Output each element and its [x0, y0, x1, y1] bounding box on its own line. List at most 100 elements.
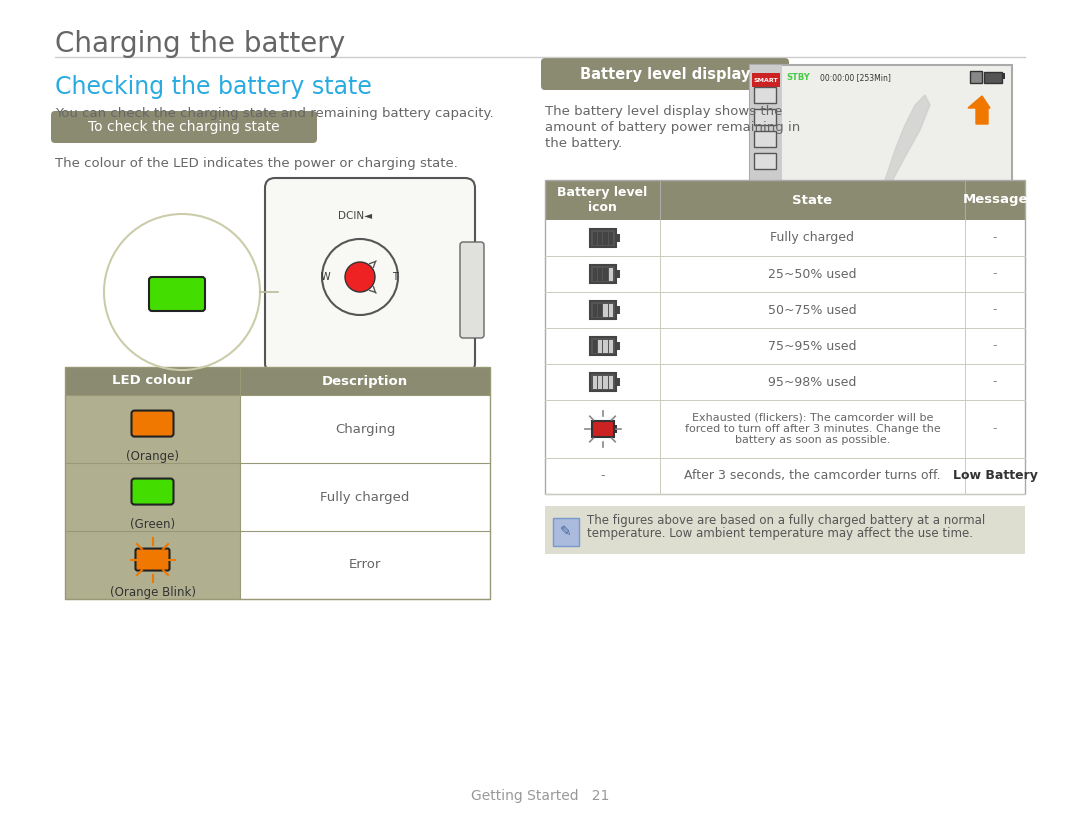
- Text: 25~50% used: 25~50% used: [768, 267, 856, 280]
- Text: Fully charged: Fully charged: [321, 491, 409, 503]
- Text: Description: Description: [322, 375, 408, 388]
- Bar: [604, 375, 608, 389]
- Text: amount of battery power remaining in: amount of battery power remaining in: [545, 121, 800, 134]
- Text: W: W: [320, 272, 329, 282]
- FancyBboxPatch shape: [51, 111, 318, 143]
- FancyBboxPatch shape: [541, 58, 789, 90]
- Bar: [545, 180, 1025, 494]
- Bar: [593, 375, 597, 389]
- Bar: [593, 340, 597, 352]
- Text: Fully charged: Fully charged: [770, 232, 854, 244]
- Text: The battery level display shows the: The battery level display shows the: [545, 105, 782, 118]
- Bar: [598, 340, 603, 352]
- Text: You can check the charging state and remaining battery capacity.: You can check the charging state and rem…: [55, 107, 494, 120]
- Text: STBY: STBY: [786, 73, 810, 82]
- Text: -: -: [993, 375, 997, 389]
- Bar: [609, 267, 613, 280]
- Text: Error: Error: [349, 559, 381, 572]
- Text: Charging: Charging: [335, 422, 395, 436]
- Text: LED colour: LED colour: [112, 375, 192, 388]
- FancyBboxPatch shape: [460, 242, 484, 338]
- Bar: [609, 375, 613, 389]
- Bar: [604, 340, 608, 352]
- Text: battery as soon as possible.: battery as soon as possible.: [734, 435, 890, 445]
- FancyBboxPatch shape: [132, 411, 174, 436]
- Text: T: T: [392, 272, 397, 282]
- Bar: [754, 109, 777, 125]
- Bar: [65, 367, 490, 395]
- Text: The figures above are based on a fully charged battery at a normal: The figures above are based on a fully c…: [588, 514, 985, 527]
- Bar: [754, 131, 777, 147]
- Circle shape: [345, 262, 375, 292]
- Bar: [752, 73, 780, 87]
- Bar: [1002, 73, 1005, 79]
- Bar: [604, 267, 608, 280]
- Bar: [750, 65, 782, 195]
- Text: State: State: [793, 194, 833, 206]
- Bar: [613, 425, 617, 433]
- Polygon shape: [968, 96, 990, 124]
- Bar: [754, 153, 777, 169]
- Bar: [616, 270, 620, 278]
- Text: -: -: [993, 304, 997, 317]
- Bar: [545, 506, 1025, 554]
- Bar: [65, 367, 490, 599]
- Text: -: -: [993, 232, 997, 244]
- Bar: [616, 234, 620, 242]
- Bar: [598, 232, 603, 244]
- Bar: [598, 375, 603, 389]
- Bar: [593, 304, 597, 317]
- Text: temperature. Low ambient temperature may affect the use time.: temperature. Low ambient temperature may…: [588, 527, 973, 540]
- Bar: [609, 232, 613, 244]
- Bar: [598, 267, 603, 280]
- Text: (Orange): (Orange): [126, 450, 179, 463]
- Bar: [65, 463, 240, 531]
- FancyBboxPatch shape: [149, 277, 205, 311]
- Text: Getting Started   21: Getting Started 21: [471, 789, 609, 803]
- Text: 75~95% used: 75~95% used: [768, 340, 856, 352]
- Text: forced to turn off after 3 minutes. Change the: forced to turn off after 3 minutes. Chan…: [685, 424, 941, 434]
- Text: -: -: [993, 422, 997, 436]
- Bar: [590, 229, 616, 247]
- Bar: [616, 378, 620, 386]
- Text: (Orange Blink): (Orange Blink): [109, 586, 195, 599]
- Bar: [65, 531, 240, 599]
- Text: Battery level display: Battery level display: [580, 67, 751, 82]
- Bar: [754, 87, 777, 103]
- Bar: [553, 518, 579, 546]
- Bar: [609, 340, 613, 352]
- Bar: [590, 337, 616, 355]
- Bar: [604, 304, 608, 317]
- Text: -: -: [600, 469, 605, 483]
- Bar: [616, 306, 620, 314]
- Bar: [970, 71, 982, 83]
- Text: -: -: [993, 340, 997, 352]
- Text: the battery.: the battery.: [545, 137, 622, 150]
- Bar: [592, 421, 613, 437]
- Text: To check the charging state: To check the charging state: [89, 120, 280, 134]
- Bar: [750, 65, 1012, 195]
- Text: After 3 seconds, the camcorder turns off.: After 3 seconds, the camcorder turns off…: [685, 469, 941, 483]
- Text: (Green): (Green): [130, 518, 175, 531]
- Bar: [598, 304, 603, 317]
- Bar: [609, 304, 613, 317]
- Text: DCIN◄: DCIN◄: [338, 211, 373, 221]
- Text: 50~75% used: 50~75% used: [768, 304, 856, 317]
- Polygon shape: [885, 95, 930, 185]
- Bar: [593, 267, 597, 280]
- Text: 00:00:00 [253Min]: 00:00:00 [253Min]: [820, 73, 891, 82]
- Bar: [616, 342, 620, 350]
- FancyBboxPatch shape: [135, 549, 170, 571]
- Bar: [590, 373, 616, 391]
- Bar: [604, 232, 608, 244]
- Text: Low Battery: Low Battery: [953, 469, 1038, 483]
- Text: Message: Message: [962, 194, 1028, 206]
- Text: -: -: [993, 267, 997, 280]
- Text: The colour of the LED indicates the power or charging state.: The colour of the LED indicates the powe…: [55, 157, 458, 170]
- Text: ✎: ✎: [561, 525, 571, 539]
- Text: Checking the battery state: Checking the battery state: [55, 75, 372, 99]
- FancyBboxPatch shape: [265, 178, 475, 373]
- Bar: [593, 232, 597, 244]
- Bar: [545, 180, 1025, 220]
- Text: Exhausted (flickers): The camcorder will be: Exhausted (flickers): The camcorder will…: [692, 413, 933, 423]
